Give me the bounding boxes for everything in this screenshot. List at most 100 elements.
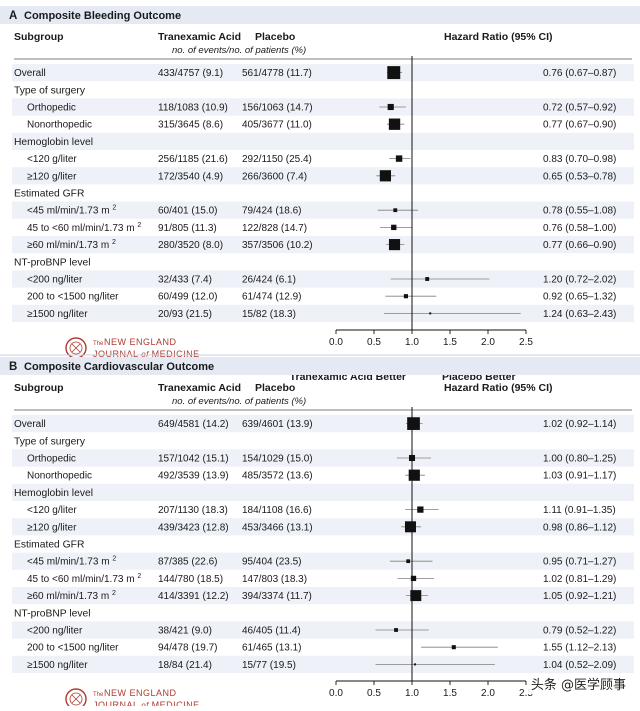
header-subgroup: Subgroup — [14, 382, 64, 394]
x-tick-label: 2.0 — [481, 337, 495, 348]
subgroup-label: ≥60 ml/min/1.73 m 2 — [27, 590, 116, 602]
hr-marker — [429, 312, 432, 315]
row-stripe — [12, 621, 634, 639]
placebo-events: 453/3466 (13.1) — [242, 522, 313, 533]
row-stripe — [12, 167, 634, 185]
panel-letter: B — [9, 361, 17, 373]
journal-name-pre: The — [93, 692, 104, 698]
subgroup-label: ≥1500 ng/liter — [27, 660, 88, 671]
subgroup-label: <200 ng/liter — [27, 626, 83, 637]
tranexamic-events: 87/385 (22.6) — [158, 557, 218, 568]
hazard-ratio-text: 1.11 (0.91–1.35) — [543, 505, 616, 516]
subgroup-label: Orthopedic — [27, 454, 76, 465]
tranexamic-events: 20/93 (21.5) — [158, 309, 212, 320]
journal-seal-inner — [69, 692, 83, 706]
header-hazard-ratio: Hazard Ratio (95% CI) — [444, 382, 553, 394]
journal-name-line2: JOURNAL of MEDICINE — [93, 700, 200, 706]
x-tick-label: 1.5 — [443, 337, 457, 348]
hr-marker — [395, 155, 403, 162]
tranexamic-events: 414/3391 (12.2) — [158, 591, 229, 602]
tranexamic-events: 280/3520 (8.0) — [158, 240, 223, 251]
hr-marker — [388, 118, 401, 130]
placebo-events: 292/1150 (25.4) — [242, 154, 312, 165]
subgroup-category-label: NT-proBNP level — [14, 257, 91, 268]
panel-title: Composite Bleeding Outcome — [24, 10, 181, 22]
header-subgroup: Subgroup — [14, 31, 64, 43]
placebo-events: 639/4601 (13.9) — [242, 419, 313, 430]
subgroup-label: <45 ml/min/1.73 m 2 — [27, 556, 116, 568]
placebo-events: 154/1029 (15.0) — [242, 454, 313, 465]
subgroup-label: 200 to <1500 ng/liter — [27, 643, 119, 654]
x-tick-label: 1.5 — [443, 688, 457, 699]
tranexamic-events: 144/780 (18.5) — [158, 574, 223, 585]
hr-marker — [451, 645, 456, 650]
tranexamic-events: 207/1130 (18.3) — [158, 505, 228, 516]
x-tick-label: 1.0 — [405, 688, 419, 699]
subgroup-label: <45 ml/min/1.73 m 2 — [27, 205, 116, 217]
hazard-ratio-text: 0.92 (0.65–1.32) — [543, 292, 616, 303]
journal-name-line1: NEW ENGLAND — [104, 688, 177, 698]
hazard-ratio-text: 1.04 (0.52–2.09) — [543, 660, 616, 671]
journal-seal-icon — [65, 688, 87, 710]
hazard-ratio-text: 1.24 (0.63–2.43) — [543, 309, 616, 320]
x-tick-label: 2.0 — [481, 688, 495, 699]
row-stripe — [12, 518, 634, 536]
row-stripe — [12, 201, 634, 219]
subgroup-category-label: Estimated GFR — [14, 189, 84, 200]
row-stripe — [12, 270, 634, 288]
row-stripe — [12, 483, 634, 501]
tranexamic-events: 118/1083 (10.9) — [158, 103, 228, 114]
tranexamic-events: 60/499 (12.0) — [158, 292, 218, 303]
hazard-ratio-text: 1.05 (0.92–1.21) — [543, 591, 616, 602]
row-stripe — [12, 304, 634, 322]
header-events-note: no. of events/no. of patients (%) — [172, 45, 306, 56]
placebo-events: 95/404 (23.5) — [242, 557, 302, 568]
hr-marker — [388, 239, 401, 251]
tranexamic-events: 649/4581 (14.2) — [158, 419, 229, 430]
hazard-ratio-text: 0.65 (0.53–0.78) — [543, 171, 616, 182]
x-tick-label: 0.0 — [329, 688, 343, 699]
row-stripe — [12, 449, 634, 467]
placebo-events: 147/803 (18.3) — [242, 574, 307, 585]
journal-name-line1: NEW ENGLAND — [104, 337, 177, 347]
watermark: 头条 @医学顾事 — [526, 673, 630, 694]
subgroup-category-label: Type of surgery — [14, 436, 86, 447]
placebo-events: 405/3677 (11.0) — [242, 120, 312, 131]
hr-marker — [393, 208, 398, 213]
hazard-ratio-text: 0.72 (0.57–0.92) — [543, 103, 616, 114]
placebo-events: 485/3572 (13.6) — [242, 471, 313, 482]
tranexamic-events: 172/3540 (4.9) — [158, 171, 223, 182]
subgroup-category-label: Hemoglobin level — [14, 488, 93, 499]
row-stripe — [12, 655, 634, 673]
hr-marker — [403, 294, 408, 299]
row-stripe — [12, 236, 634, 254]
tranexamic-events: 315/3645 (8.6) — [158, 120, 223, 131]
placebo-events: 15/82 (18.3) — [242, 309, 296, 320]
placebo-events: 61/465 (13.1) — [242, 643, 302, 654]
hr-marker — [387, 103, 394, 111]
row-stripe — [12, 587, 634, 605]
journal-seal-mark — [71, 694, 81, 704]
subgroup-label: ≥1500 ng/liter — [27, 309, 88, 320]
x-tick-label: 0.5 — [367, 688, 381, 699]
subgroup-category-label: Hemoglobin level — [14, 137, 93, 148]
hr-marker — [387, 66, 401, 80]
subgroup-label: 200 to <1500 ng/liter — [27, 292, 119, 303]
row-stripe — [12, 132, 634, 150]
hr-marker — [404, 521, 416, 533]
header-group2: Placebo — [255, 382, 295, 394]
hr-marker — [417, 506, 424, 513]
subgroup-label: ≥120 g/liter — [27, 171, 77, 182]
header-group2: Placebo — [255, 31, 295, 43]
journal-name-pre: The — [93, 341, 104, 347]
x-tick-label: 0.0 — [329, 337, 343, 348]
subgroup-category-label: Estimated GFR — [14, 540, 84, 551]
placebo-events: 15/77 (19.5) — [242, 660, 296, 671]
tranexamic-events: 157/1042 (15.1) — [158, 454, 229, 465]
hazard-ratio-text: 0.77 (0.66–0.90) — [543, 240, 616, 251]
tranexamic-events: 256/1185 (21.6) — [158, 154, 228, 165]
placebo-events: 46/405 (11.4) — [242, 626, 301, 637]
subgroup-label: Orthopedic — [27, 103, 76, 114]
x-tick-label: 2.5 — [519, 688, 533, 699]
